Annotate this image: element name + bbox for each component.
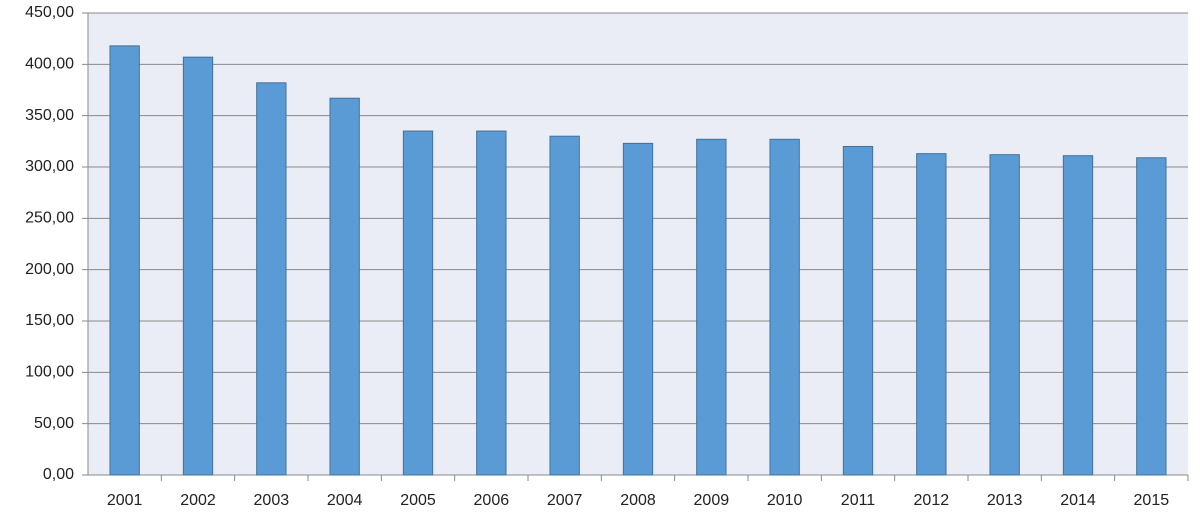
- x-tick-label: 2004: [327, 492, 363, 509]
- y-tick-label: 200,00: [25, 261, 74, 278]
- x-tick-label: 2003: [254, 492, 290, 509]
- bar: [1062, 155, 1094, 476]
- x-tick-label: 2007: [547, 492, 583, 509]
- bar: [916, 153, 947, 476]
- bar: [989, 154, 1020, 476]
- x-tick-label: 2014: [1060, 492, 1096, 509]
- x-tick-label: 2002: [180, 492, 216, 509]
- bar: [1136, 157, 1167, 476]
- x-tick-label: 2005: [400, 492, 436, 509]
- bar: [256, 82, 287, 476]
- bar: [549, 135, 580, 476]
- x-tick-label: 2010: [767, 492, 803, 509]
- bar: [329, 97, 360, 476]
- y-tick-label: 100,00: [25, 364, 74, 381]
- x-tick-label: 2001: [107, 492, 143, 509]
- y-tick-label: 300,00: [25, 158, 74, 175]
- y-tick-label: 350,00: [25, 107, 74, 124]
- bar: [696, 138, 727, 476]
- y-tick-label: 450,00: [25, 4, 74, 21]
- x-tick-label: 2009: [694, 492, 730, 509]
- bar: [402, 130, 434, 476]
- bar: [769, 138, 800, 476]
- x-tick-label: 2012: [914, 492, 950, 509]
- bar: [622, 142, 654, 476]
- y-tick-label: 0,00: [43, 466, 74, 483]
- bar: [476, 130, 507, 476]
- x-tick-label: 2011: [841, 492, 876, 509]
- x-tick-label: 2006: [474, 492, 510, 509]
- bar: [182, 56, 214, 476]
- bar: [109, 45, 140, 476]
- y-tick-label: 150,00: [25, 312, 74, 329]
- bar: [842, 145, 874, 476]
- y-tick-label: 50,00: [34, 415, 74, 432]
- x-tick-label: 2013: [987, 492, 1023, 509]
- y-tick-label: 400,00: [25, 56, 74, 73]
- y-tick-label: 250,00: [25, 210, 74, 227]
- x-tick-label: 2015: [1134, 492, 1170, 509]
- x-tick-label: 2008: [620, 492, 656, 509]
